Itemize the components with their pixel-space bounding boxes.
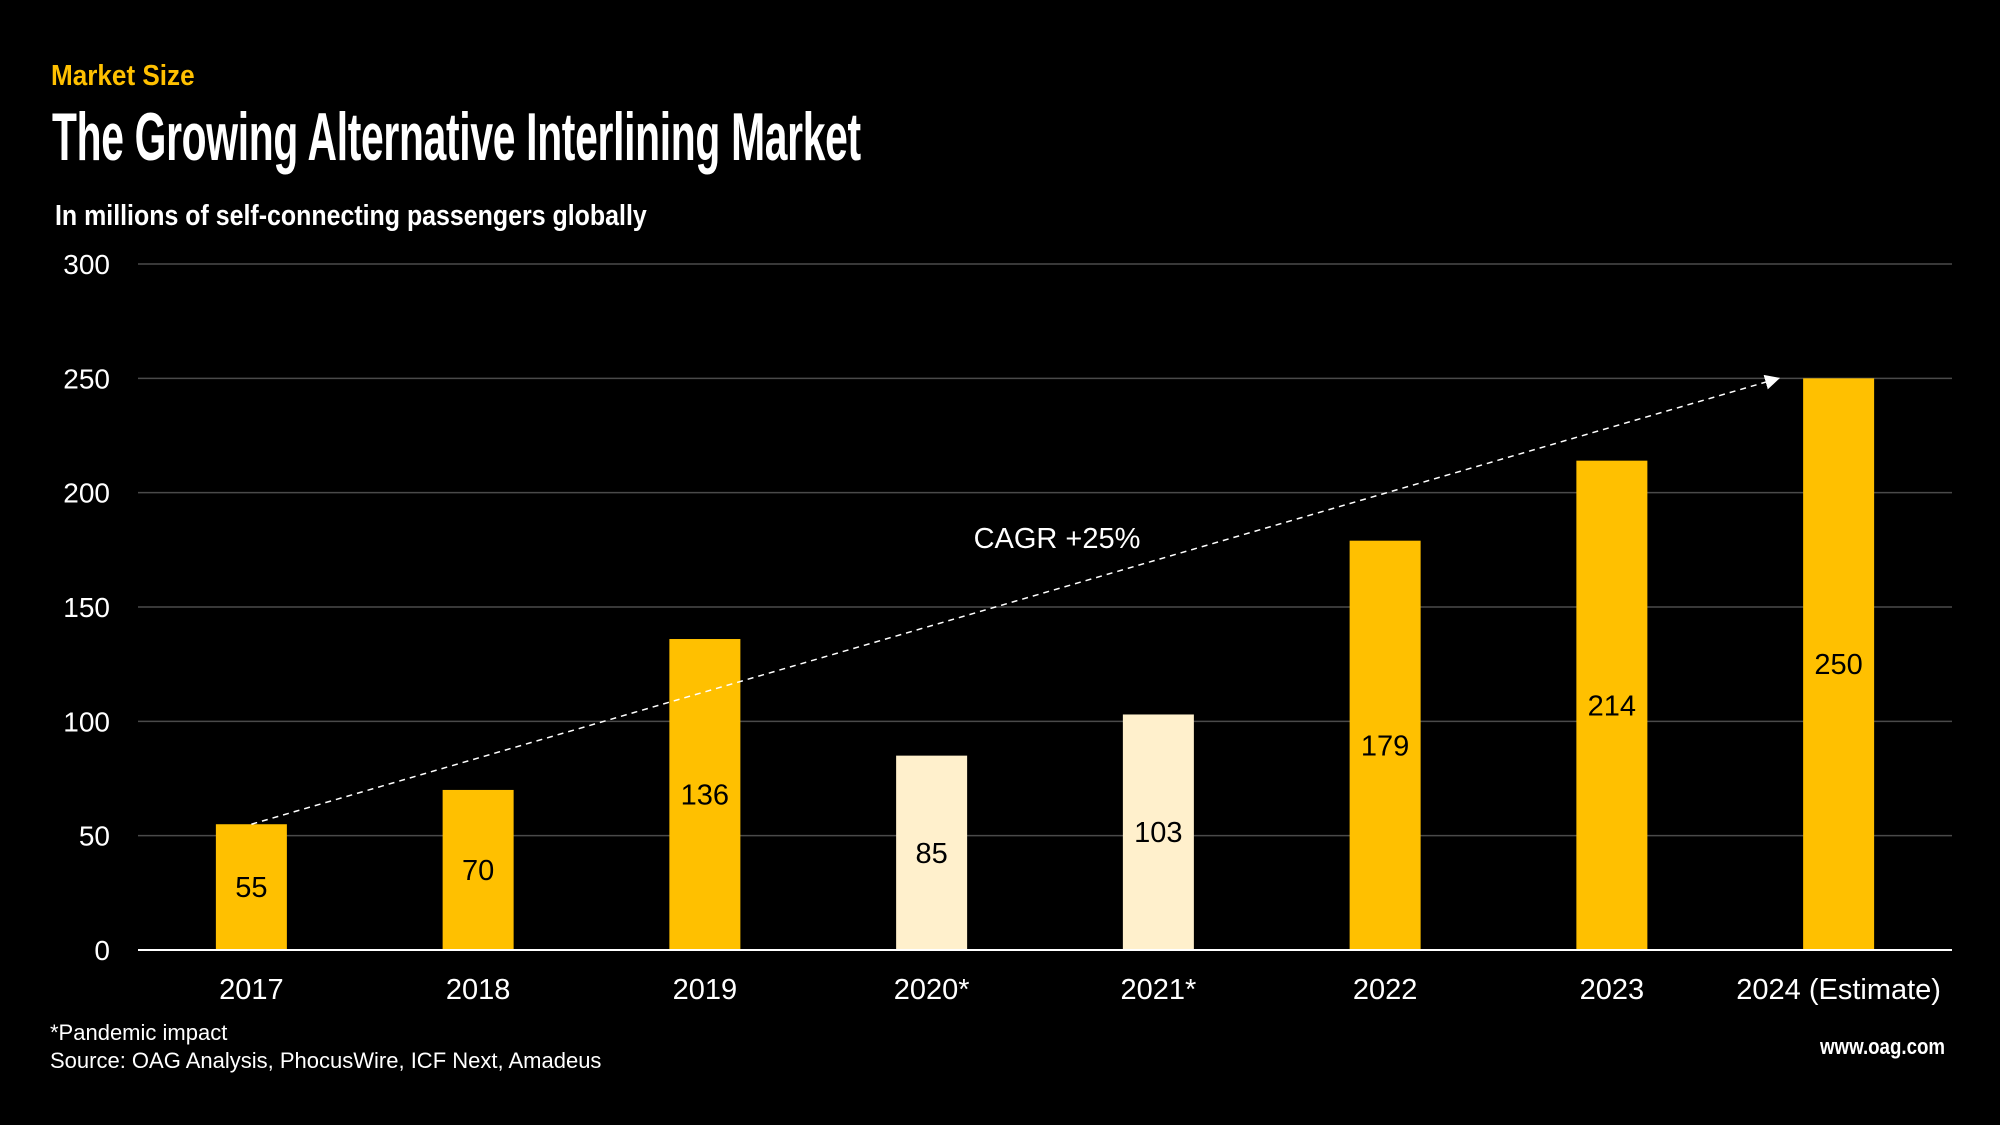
data-label: 85 — [915, 838, 947, 870]
x-tick-label: 2017 — [219, 974, 284, 1006]
y-tick-label: 0 — [94, 935, 110, 966]
data-label: 70 — [462, 855, 494, 887]
data-label: 136 — [681, 780, 729, 812]
cagr-arrow — [251, 374, 1781, 825]
x-tick-label: 2021* — [1120, 974, 1196, 1006]
chart-subtitle: In millions of self-connecting passenger… — [55, 200, 647, 232]
data-label: 103 — [1134, 817, 1182, 849]
x-tick-label: 2024 (Estimate) — [1736, 974, 1941, 1006]
source-note: Source: OAG Analysis, PhocusWire, ICF Ne… — [50, 1048, 602, 1073]
bar — [669, 639, 741, 950]
page-title: The Growing Alternative Interlining Mark… — [52, 99, 861, 175]
y-tick-label: 150 — [63, 592, 110, 623]
brand-url: www.oag.com — [1820, 1034, 1946, 1059]
cagr-annotation: CAGR +25% — [974, 523, 1141, 555]
bar — [1349, 540, 1421, 950]
x-tick-label: 2018 — [446, 974, 511, 1006]
bar — [1803, 378, 1875, 950]
x-tick-label: 2022 — [1353, 974, 1418, 1006]
data-label: 250 — [1814, 649, 1862, 681]
data-label: 179 — [1361, 730, 1409, 762]
data-label: 55 — [235, 872, 267, 904]
x-tick-label: 2020* — [894, 974, 970, 1006]
bar — [896, 755, 968, 950]
bar — [1576, 460, 1648, 950]
footnote: *Pandemic impact — [50, 1020, 228, 1045]
x-tick-label: 2019 — [673, 974, 738, 1006]
y-tick-label: 200 — [63, 478, 110, 509]
x-tick-label: 2023 — [1580, 974, 1645, 1006]
y-tick-label: 50 — [79, 821, 110, 852]
y-tick-label: 300 — [63, 249, 110, 280]
y-tick-label: 100 — [63, 706, 110, 737]
y-tick-label: 250 — [63, 363, 110, 394]
data-label: 214 — [1588, 690, 1636, 722]
bar — [442, 789, 514, 950]
bar — [215, 824, 287, 950]
kicker-label: Market Size — [51, 60, 195, 92]
bar — [1122, 714, 1194, 950]
